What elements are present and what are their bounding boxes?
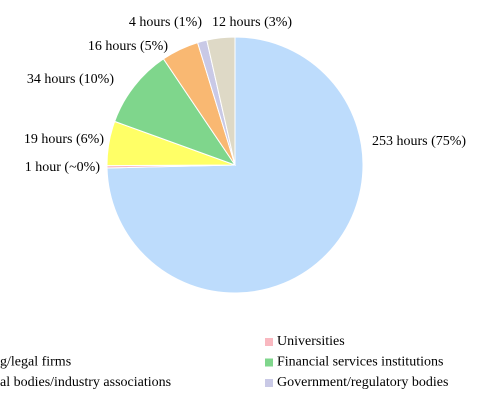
legend-label: al bodies/industry associations xyxy=(0,375,171,390)
legend-label: Financial services institutions xyxy=(277,355,443,370)
pie-slice xyxy=(206,36,236,166)
data-label: 4 hours (1%) xyxy=(129,15,202,30)
legend-marker xyxy=(265,379,273,387)
legend-label: Government/regulatory bodies xyxy=(277,375,448,390)
data-label: 1 hour (~0%) xyxy=(25,160,101,175)
pie-slice xyxy=(114,58,237,166)
data-label: 16 hours (5%) xyxy=(88,39,168,54)
legend-label: Universities xyxy=(277,334,345,349)
legend-label: g/legal firms xyxy=(0,355,71,370)
legend-marker xyxy=(265,358,273,367)
pie-slice xyxy=(106,36,364,294)
data-label: 19 hours (6%) xyxy=(24,132,104,147)
data-label: 34 hours (10%) xyxy=(27,72,114,87)
data-label: 253 hours (75%) xyxy=(372,134,466,149)
legend-marker xyxy=(265,338,273,346)
data-label: 12 hours (3%) xyxy=(212,15,292,30)
